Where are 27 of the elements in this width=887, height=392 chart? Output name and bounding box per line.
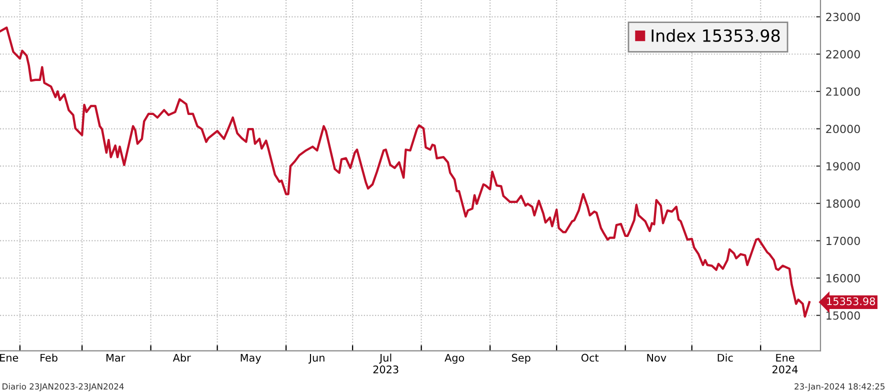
- y-tick-label: 21000: [826, 87, 860, 96]
- x-tick-label: Jun: [308, 354, 324, 364]
- x-tick-label: Ene: [0, 354, 18, 362]
- x-tick-label: Jul 2023: [373, 354, 398, 374]
- x-tick-label: Ago: [444, 354, 464, 364]
- data-label: 15353.98: [827, 297, 876, 306]
- x-tick-label: Sep: [512, 354, 530, 364]
- text: Diario 23JAN2023-23JAN2024: [2, 383, 124, 392]
- x-tick-label: Oct: [581, 354, 599, 362]
- y-tick-label: 15000: [826, 311, 860, 320]
- legend-label: Index 15353.98: [652, 29, 780, 42]
- y-tick-label: 19000: [826, 162, 860, 170]
- y-tick-label: 20000: [826, 124, 860, 134]
- y-tick-label: 22000: [826, 50, 860, 58]
- line-series: [0, 26, 810, 318]
- y-tick-label: 18000: [826, 199, 860, 208]
- x-tick-label: Ene 2024: [772, 354, 798, 374]
- y-tick-label: 17000: [826, 236, 860, 246]
- x-tick-label: May: [240, 354, 262, 364]
- y-tick-label: 16000: [826, 274, 860, 282]
- x-tick-label: Feb: [40, 354, 58, 362]
- x-tick-label: Nov: [647, 354, 666, 362]
- x-tick-label: Abr: [172, 354, 191, 362]
- x-tick-label: Dic: [718, 354, 733, 362]
- text: 23-Jan-2024 18:42:25: [794, 383, 884, 392]
- y-tick-label: 23000: [826, 12, 860, 22]
- x-tick-label: Mar: [106, 354, 126, 362]
